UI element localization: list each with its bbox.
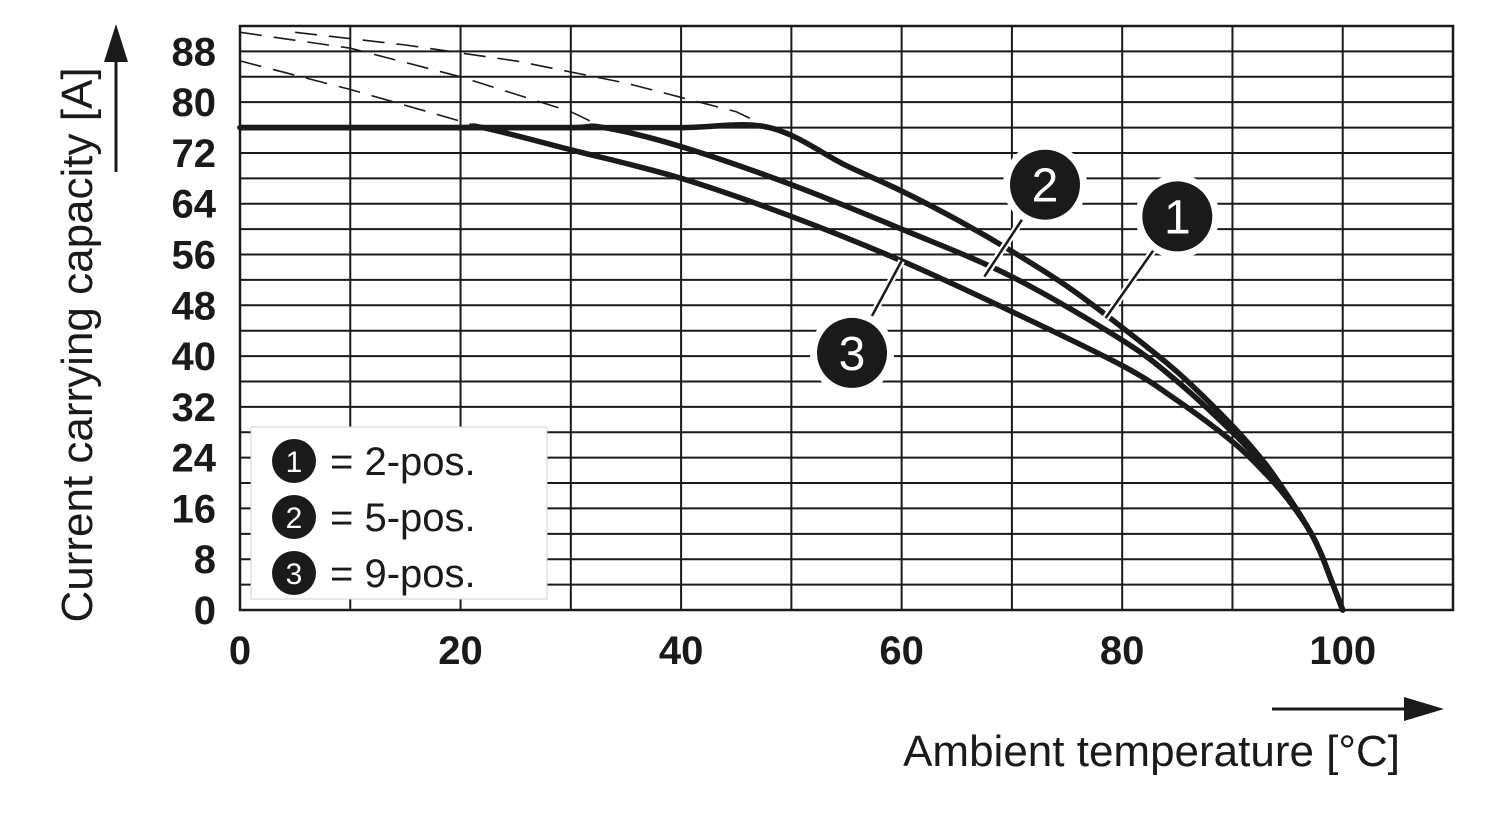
x-tick-label: 20 — [438, 629, 483, 673]
legend: 1 = 2-pos. 2 = 5-pos. 3 = 9-pos. — [250, 426, 548, 600]
y-tick-label: 0 — [194, 589, 216, 633]
series-2-dashed — [239, 31, 605, 129]
x-axis-arrow — [1272, 697, 1444, 721]
callout-badge-label: 3 — [839, 328, 866, 381]
callout-badge — [1142, 181, 1213, 252]
y-tick-label: 72 — [172, 132, 217, 176]
legend-badge — [272, 551, 316, 595]
plot-frame — [238, 24, 1455, 612]
x-tick-label: 80 — [1100, 629, 1145, 673]
callout-3: 3 — [810, 259, 905, 395]
legend-entry-text: = 9-pos. — [330, 552, 476, 596]
callout-leader — [867, 260, 903, 322]
x-tick-label: 40 — [659, 629, 704, 673]
x-tick-label: 0 — [229, 629, 251, 673]
series-3-line — [237, 123, 1346, 613]
y-tick-label: 16 — [172, 487, 217, 531]
series-1-dashed — [295, 31, 770, 129]
y-tick-label: 48 — [172, 284, 217, 328]
callout-2: 2 — [981, 142, 1087, 279]
y-tick-label: 8 — [194, 538, 216, 582]
y-tick-label: 56 — [172, 234, 217, 278]
y-tick-label: 80 — [172, 81, 217, 125]
y-tick-label: 24 — [172, 437, 217, 481]
callout-badge — [817, 317, 888, 388]
y-tick-label: 40 — [172, 335, 217, 379]
callout-leader — [983, 214, 1027, 278]
y-tick-label: 88 — [172, 30, 217, 74]
x-axis-label: Ambient temperature [°C] — [903, 727, 1400, 776]
legend-badge-label: 2 — [286, 502, 303, 535]
y-tick-label: 32 — [172, 386, 217, 430]
legend-badge-label: 1 — [286, 446, 303, 479]
legend-entry: 2 = 5-pos. — [272, 495, 476, 540]
y-axis-label: Current carrying capacity [A] — [53, 67, 102, 622]
callout-leader — [1104, 245, 1158, 319]
callout-badge-label: 1 — [1164, 191, 1191, 244]
legend-entry: 1 = 2-pos. — [272, 439, 476, 484]
series-3-dashed — [239, 60, 483, 129]
callout-badge-label: 2 — [1032, 160, 1059, 213]
legend-badge-label: 3 — [286, 558, 303, 591]
callout-1: 1 — [1102, 174, 1220, 321]
x-tick-labels: 0 20 40 60 80 100 — [229, 629, 1376, 673]
y-axis-arrow — [104, 24, 128, 172]
legend-badge — [272, 439, 316, 483]
legend-entry: 3 = 9-pos. — [272, 551, 476, 596]
series-lines — [237, 122, 1346, 613]
plot-border — [238, 24, 1455, 612]
dashed-extensions — [239, 31, 770, 129]
callout-badge — [1009, 149, 1080, 220]
legend-badge — [272, 495, 316, 539]
y-tick-labels: 0 8 16 24 32 40 48 56 64 72 80 88 — [172, 30, 217, 633]
legend-entry-text: = 2-pos. — [330, 440, 476, 484]
y-tick-label: 64 — [172, 183, 217, 227]
x-tick-label: 60 — [879, 629, 924, 673]
legend-entry-text: = 5-pos. — [330, 496, 476, 540]
x-tick-label: 100 — [1309, 629, 1376, 673]
curve-callouts: 2 1 3 — [810, 142, 1220, 395]
